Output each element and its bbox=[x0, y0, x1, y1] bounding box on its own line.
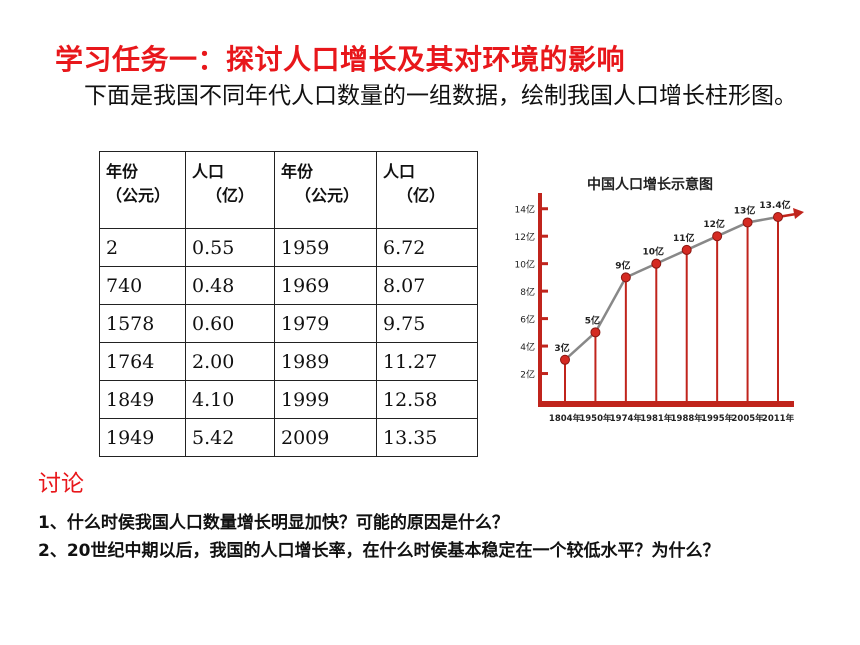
population-table: 年份 （公元） 人口 （亿） 年份 （公元） 人口 （亿） 2 0.55 1959 6.… bbox=[99, 151, 478, 457]
data-label: 13.4亿 bbox=[759, 199, 790, 211]
lesson-title: 学习任务一：探讨人口增长及其对环境的影响 bbox=[55, 43, 626, 76]
data-label: 5亿 bbox=[585, 314, 600, 326]
x-tick-label: 1804年 bbox=[549, 413, 582, 424]
data-label: 10亿 bbox=[643, 246, 665, 258]
table-cell: 1764 bbox=[99, 342, 186, 381]
data-label: 12亿 bbox=[703, 218, 725, 230]
header-population-1: 人口 （亿） bbox=[185, 151, 275, 229]
table-cell: 1969 bbox=[274, 266, 377, 305]
chart-labels: 3亿5亿9亿10亿11亿12亿13亿13.4亿1804年1950年1974年19… bbox=[549, 199, 795, 424]
table-cell: 0.55 bbox=[185, 228, 275, 267]
chart-bars bbox=[564, 216, 779, 401]
table-cell: 2 bbox=[99, 228, 186, 267]
header-year-1: 年份 （公元） bbox=[99, 151, 186, 229]
question-2: 2、20世纪中期以后，我国的人口增长率，在什么时侯基本稳定在一个较低水平？为什么… bbox=[38, 541, 720, 561]
chart-points bbox=[560, 211, 783, 365]
table-row: 1949 5.42 2009 13.35 bbox=[99, 418, 478, 457]
x-tick-label: 1981年 bbox=[640, 413, 673, 424]
table-cell: 6.72 bbox=[376, 228, 478, 267]
table-cell: 1849 bbox=[99, 380, 186, 419]
discussion-title: 讨论 bbox=[38, 471, 84, 497]
table-cell: 740 bbox=[99, 266, 186, 305]
x-tick-label: 1950年 bbox=[579, 413, 612, 424]
header-population-2: 人口 （亿） bbox=[376, 151, 478, 229]
table-cell: 12.58 bbox=[376, 380, 478, 419]
chart-title: 中国人口增长示意图 bbox=[587, 176, 713, 193]
table-cell: 1949 bbox=[99, 418, 186, 457]
y-tick-label: 10亿 bbox=[515, 259, 535, 271]
x-tick-label: 1974年 bbox=[610, 413, 643, 424]
x-tick-label: 2005年 bbox=[731, 413, 764, 424]
x-tick-label: 1995年 bbox=[701, 413, 734, 424]
intro-text: 下面是我国不同年代人口数量的一组数据，绘制我国人口增长柱形图。 bbox=[84, 83, 797, 109]
table-cell: 2009 bbox=[274, 418, 377, 457]
table-cell: 11.27 bbox=[376, 342, 478, 381]
table-header-row: 年份 （公元） 人口 （亿） 年份 （公元） 人口 （亿） bbox=[99, 151, 478, 229]
table-cell: 1999 bbox=[274, 380, 377, 419]
table-cell: 4.10 bbox=[185, 380, 275, 419]
y-tick-label: 4亿 bbox=[520, 341, 535, 353]
data-label: 3亿 bbox=[554, 342, 569, 354]
data-point bbox=[620, 272, 631, 283]
table-cell: 1989 bbox=[274, 342, 377, 381]
x-tick-label: 1988年 bbox=[671, 413, 704, 424]
table-row: 1764 2.00 1989 11.27 bbox=[99, 342, 478, 381]
table-cell: 1979 bbox=[274, 304, 377, 343]
y-tick-label: 6亿 bbox=[520, 314, 535, 326]
y-tick-label: 14亿 bbox=[515, 204, 535, 216]
table-cell: 0.60 bbox=[185, 304, 275, 343]
data-point bbox=[712, 231, 723, 242]
y-tick-label: 12亿 bbox=[515, 231, 535, 243]
data-point bbox=[651, 258, 662, 269]
table-cell: 8.07 bbox=[376, 266, 478, 305]
series-line bbox=[564, 215, 779, 361]
data-label: 9亿 bbox=[615, 259, 630, 271]
data-point bbox=[681, 244, 692, 255]
table-row: 1849 4.10 1999 12.58 bbox=[99, 380, 478, 419]
y-tick-label: 2亿 bbox=[520, 369, 535, 381]
x-axis bbox=[538, 401, 794, 407]
table-cell: 9.75 bbox=[376, 304, 478, 343]
data-label: 13亿 bbox=[734, 204, 756, 216]
data-point bbox=[590, 327, 601, 338]
table-cell: 5.42 bbox=[185, 418, 275, 457]
table-cell: 1959 bbox=[274, 228, 377, 267]
table-cell: 1578 bbox=[99, 304, 186, 343]
table-row: 2 0.55 1959 6.72 bbox=[99, 228, 478, 267]
table-row: 1578 0.60 1979 9.75 bbox=[99, 304, 478, 343]
data-label: 11亿 bbox=[673, 232, 695, 244]
x-tick-label: 2011年 bbox=[762, 413, 795, 424]
data-point bbox=[742, 217, 753, 228]
question-1: 1、什么时侯我国人口数量增长明显加快？可能的原因是什么？ bbox=[38, 513, 509, 533]
data-point bbox=[773, 211, 783, 222]
chart-axes: 2亿 4亿 6亿 8亿 10亿 12亿 14亿 bbox=[515, 193, 794, 407]
population-growth-chart: 中国人口增长示意图 2亿 4亿 6亿 8亿 10亿 12亿 14亿 3亿 5亿 9亿 10亿 11亿… bbox=[500, 165, 810, 440]
table-cell: 13.35 bbox=[376, 418, 478, 457]
chart-background bbox=[500, 165, 810, 440]
table-row: 740 0.48 1969 8.07 bbox=[99, 266, 478, 305]
table-cell: 2.00 bbox=[185, 342, 275, 381]
table-cell: 0.48 bbox=[185, 266, 275, 305]
y-tick-label: 8亿 bbox=[520, 286, 535, 298]
header-year-2: 年份 （公元） bbox=[274, 151, 377, 229]
data-point bbox=[560, 354, 570, 365]
trend-arrow-head bbox=[793, 207, 804, 219]
